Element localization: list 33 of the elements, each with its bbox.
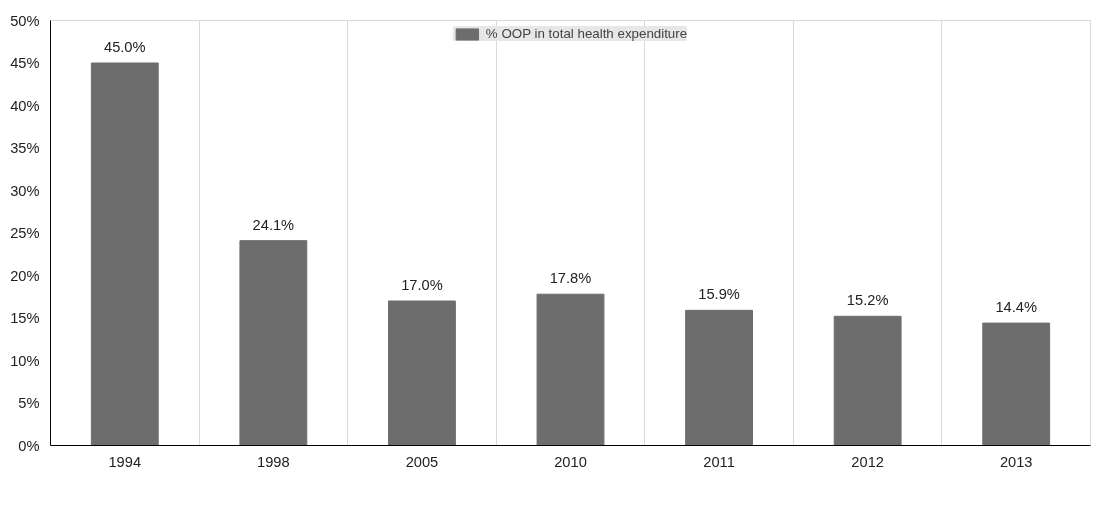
y-tick-label: 45% bbox=[10, 55, 40, 71]
data-label: 45.0% bbox=[104, 39, 146, 55]
data-label: 14.4% bbox=[995, 299, 1037, 316]
x-tick-label: 2005 bbox=[405, 453, 439, 470]
bar bbox=[90, 62, 159, 446]
x-tick-label: 2012 bbox=[851, 453, 884, 470]
bar bbox=[833, 315, 902, 446]
y-tick-label: 10% bbox=[10, 352, 40, 369]
y-tick-label: 25% bbox=[10, 225, 40, 241]
y-tick-label: 20% bbox=[10, 267, 40, 284]
data-label: 24.1% bbox=[252, 216, 295, 233]
data-label: 17.0% bbox=[401, 277, 443, 293]
x-tick-label: 1998 bbox=[257, 453, 290, 470]
y-tick-label: 35% bbox=[10, 140, 40, 156]
y-tick-label: 0% bbox=[18, 437, 40, 454]
bar bbox=[685, 309, 753, 446]
data-label: 15.2% bbox=[846, 292, 889, 309]
legend-label: % OOP in total health expenditure bbox=[485, 26, 688, 41]
y-tick-label: 30% bbox=[10, 182, 40, 199]
bar bbox=[536, 293, 605, 446]
data-label: 17.8% bbox=[549, 270, 592, 287]
bar bbox=[388, 300, 456, 446]
bar bbox=[982, 322, 1051, 446]
data-label: 15.9% bbox=[698, 286, 740, 303]
bar bbox=[239, 240, 308, 446]
x-tick-label: 2010 bbox=[554, 453, 587, 470]
y-tick-label: 40% bbox=[10, 97, 40, 114]
x-tick-label: 1994 bbox=[108, 453, 142, 470]
y-tick-label: 5% bbox=[18, 395, 40, 411]
x-tick-label: 2011 bbox=[703, 453, 735, 470]
y-tick-label: 15% bbox=[10, 310, 40, 326]
x-tick-label: 2013 bbox=[999, 453, 1033, 470]
y-tick-label: 50% bbox=[10, 12, 40, 29]
